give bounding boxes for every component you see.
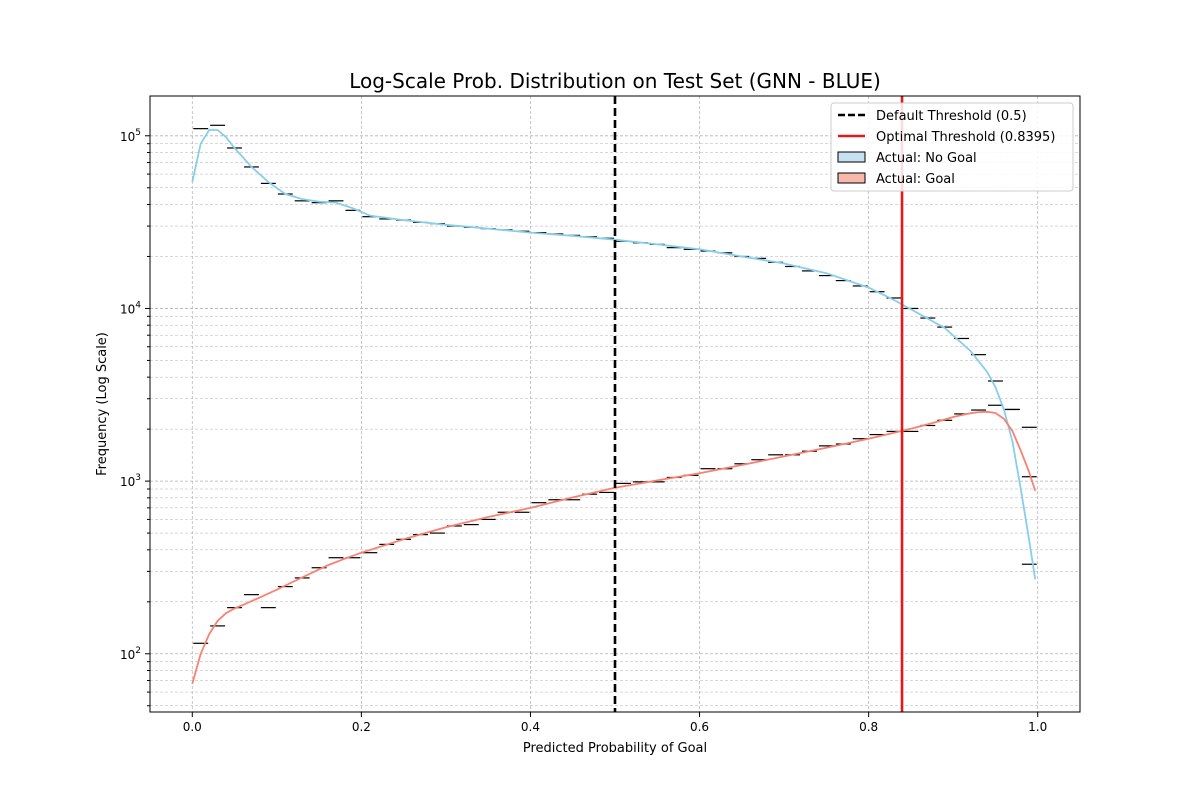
- histogram-bar: [530, 503, 547, 712]
- histogram-bar: [970, 410, 987, 712]
- y-tick-label: 102: [120, 646, 141, 662]
- histogram-bar: [733, 464, 750, 712]
- histogram-bar: [784, 455, 801, 712]
- histogram-bar: [716, 469, 733, 712]
- histogram-bar: [260, 608, 277, 712]
- histogram-bar: [869, 435, 886, 712]
- histogram-bar: [818, 446, 835, 712]
- plot-frame: [149, 95, 1081, 713]
- histogram-bar: [514, 512, 531, 712]
- histogram-bar: [886, 431, 903, 712]
- histogram-bar: [209, 125, 226, 712]
- y-tick-label: 103: [120, 473, 141, 489]
- histogram-bar: [852, 439, 869, 712]
- histogram-bar: [446, 526, 463, 712]
- histogram-bar: [226, 608, 243, 712]
- x-tick-label: 0.6: [690, 720, 709, 734]
- x-tick-label: 0.0: [183, 720, 202, 734]
- histogram-bar: [395, 539, 412, 712]
- histogram-bar: [294, 578, 311, 712]
- x-tick-label: 0.4: [521, 720, 540, 734]
- x-axis-label: Predicted Probability of Goal: [523, 741, 707, 756]
- chart-title: Log-Scale Prob. Distribution on Test Set…: [349, 69, 881, 93]
- histogram-bar: [429, 533, 446, 712]
- histogram-bar: [649, 482, 666, 712]
- histogram-bar: [277, 587, 294, 712]
- histogram-bar: [463, 525, 480, 712]
- histogram-bar: [632, 482, 649, 712]
- histogram-bar: [801, 451, 818, 712]
- histogram-bar: [767, 455, 784, 712]
- y-tick-label: 104: [120, 300, 141, 316]
- histogram-bar: [750, 460, 767, 712]
- y-tick-label: 105: [120, 128, 141, 144]
- legend-label: Optimal Threshold (0.8395): [876, 130, 1055, 145]
- kde-curve: [191, 410, 1037, 685]
- legend: Default Threshold (0.5) Optimal Threshold…: [830, 102, 1074, 192]
- histogram-bar: [378, 544, 395, 712]
- legend-swatch: [837, 151, 866, 163]
- histogram-bar: [598, 492, 615, 712]
- kde-curves: [191, 129, 1037, 685]
- x-tick-label: 0.8: [859, 720, 878, 734]
- histogram-bar: [361, 553, 378, 712]
- legend-label: Default Threshold (0.5): [876, 109, 1027, 124]
- kde-curve: [191, 129, 1037, 580]
- histogram-bar: [987, 405, 1004, 712]
- legend-box: [830, 102, 1074, 192]
- histogram-bar: [547, 500, 564, 712]
- histogram-bar: [700, 469, 717, 712]
- histogram-bar: [1021, 427, 1038, 712]
- histogram-bar: [666, 477, 683, 712]
- histogram-bar: [497, 512, 514, 712]
- legend-label: Actual: Goal: [876, 172, 955, 187]
- legend-label: Actual: No Goal: [876, 151, 977, 166]
- histogram-bar: [243, 595, 260, 712]
- histogram-bar: [192, 129, 209, 712]
- histogram-bar: [615, 483, 632, 712]
- histogram-bar: [919, 425, 936, 712]
- histogram-bar: [835, 444, 852, 712]
- histogram-bar: [344, 558, 361, 712]
- histogram-bar: [953, 414, 970, 712]
- histogram-bar: [902, 431, 919, 712]
- histogram-bar: [412, 535, 429, 712]
- histogram-bar: [480, 519, 497, 712]
- x-tick-label: 0.2: [352, 720, 371, 734]
- histogram-bar: [564, 500, 581, 712]
- threshold-lines: [613, 96, 904, 712]
- x-axis-ticks: 0.0 0.2 0.4 0.6 0.8 1.0: [183, 712, 1047, 734]
- histogram-bar: [1004, 409, 1021, 712]
- histogram-bar: [936, 420, 953, 712]
- histogram-bar: [683, 475, 700, 712]
- x-tick-label: 1.0: [1028, 720, 1047, 734]
- y-axis-label: Frequency (Log Scale): [95, 332, 110, 476]
- histogram-bar: [328, 558, 345, 712]
- histogram-bar: [581, 494, 598, 712]
- y-axis-ticks: 102 103 104 105: [120, 128, 150, 707]
- histogram-bar: [311, 568, 328, 712]
- histogram-bar: [209, 626, 226, 712]
- legend-swatch: [837, 172, 866, 184]
